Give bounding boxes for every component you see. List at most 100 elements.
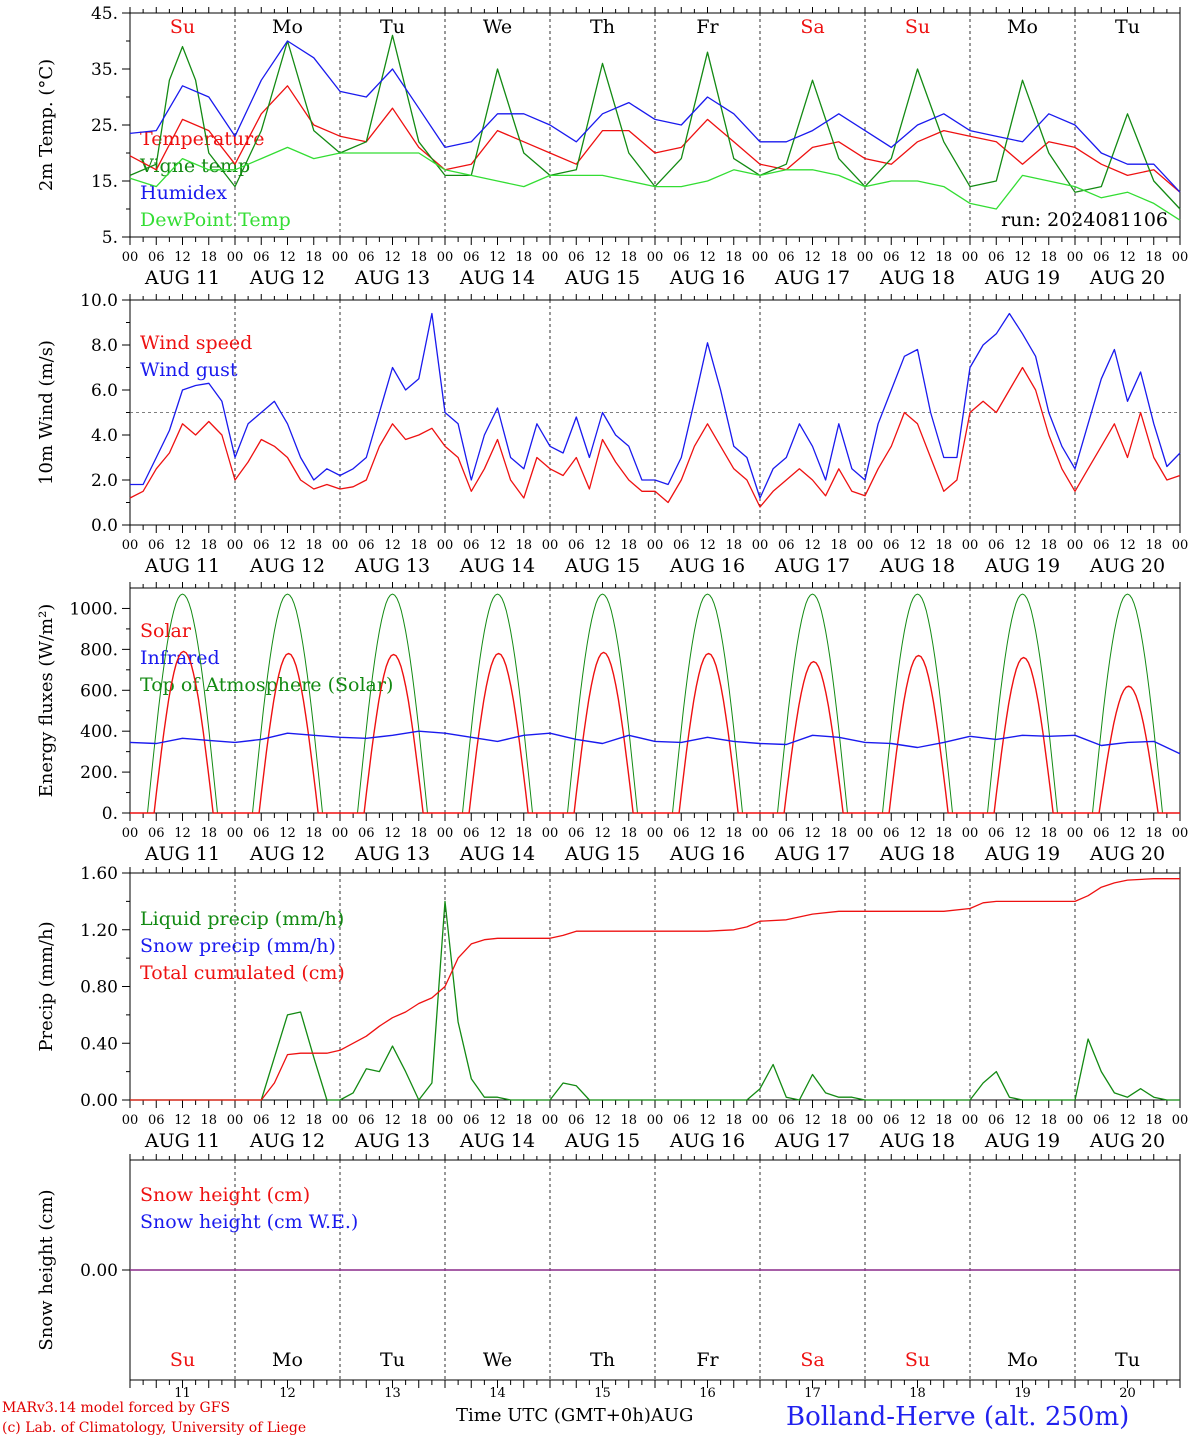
hour-label: 06	[463, 826, 480, 841]
date-label: AUG 14	[459, 555, 535, 577]
legend-entry: Snow height (cm W.E.)	[140, 1211, 358, 1233]
date-label: AUG 17	[774, 267, 850, 289]
hour-label: 18	[305, 250, 322, 265]
hour-label: 12	[384, 538, 401, 553]
hour-label: 18	[935, 826, 952, 841]
hour-label: 18	[725, 1113, 742, 1128]
hour-label: 12	[1014, 538, 1031, 553]
series-line	[130, 878, 1180, 1101]
series-line	[129, 34, 1181, 210]
y-tick-label: 45.	[91, 4, 118, 24]
hour-label: 12	[909, 826, 926, 841]
hour-label: 18	[305, 826, 322, 841]
plot-frame	[129, 12, 1181, 238]
hour-label: 00	[1067, 538, 1084, 553]
date-label: AUG 17	[774, 555, 850, 577]
series-line	[129, 146, 1181, 221]
legend-entry: Vigne temp	[139, 155, 250, 177]
legend-entry: Wind gust	[140, 359, 238, 381]
date-label: AUG 11	[144, 843, 220, 865]
hour-label: 18	[1040, 826, 1057, 841]
hour-label: 06	[358, 1113, 375, 1128]
hour-label: 06	[253, 538, 270, 553]
legend-entry: Snow height (cm)	[140, 1184, 310, 1206]
hour-label: 00	[227, 1113, 244, 1128]
hour-label: 12	[489, 1113, 506, 1128]
hour-label: 12	[699, 1113, 716, 1128]
hour-label: 00	[437, 1113, 454, 1128]
hour-label: 18	[725, 826, 742, 841]
hour-label: 18	[620, 538, 637, 553]
hour-label: 12	[1014, 250, 1031, 265]
hour-label: 00	[857, 1113, 874, 1128]
date-label: AUG 20	[1089, 1130, 1165, 1152]
plot-frame	[129, 587, 1181, 814]
hour-label: 00	[332, 250, 349, 265]
run-annotation: run: 2024081106	[1001, 209, 1168, 231]
toa-solar-arc	[1090, 593, 1165, 814]
hour-label: 06	[778, 250, 795, 265]
day-name: Sa	[800, 16, 824, 38]
date-label: AUG 14	[459, 267, 535, 289]
hour-label: 06	[673, 250, 690, 265]
hour-label: 12	[174, 250, 191, 265]
y-tick-label: 0.80	[80, 978, 118, 998]
y-tick-label: 0.00	[80, 1261, 118, 1281]
date-label: AUG 18	[879, 555, 955, 577]
day-number: 18	[909, 1386, 926, 1401]
y-tick-label: 2.0	[91, 471, 118, 491]
hour-label: 06	[253, 250, 270, 265]
hour-label: 06	[673, 1113, 690, 1128]
day-name: Su	[170, 16, 195, 38]
hour-label: 00	[1172, 1113, 1189, 1128]
hour-label: 06	[568, 538, 585, 553]
hour-label: 00	[962, 1113, 979, 1128]
day-name-bottom: Tu	[1115, 1349, 1140, 1371]
hour-label: 18	[410, 1113, 427, 1128]
day-number: 12	[279, 1386, 296, 1401]
hour-label: 12	[174, 538, 191, 553]
y-axis-label: Snow height (cm)	[36, 1189, 57, 1350]
day-name: Su	[905, 16, 930, 38]
hour-label: 00	[752, 250, 769, 265]
day-number: 19	[1014, 1386, 1031, 1401]
day-number: 20	[1119, 1386, 1136, 1401]
hour-label: 00	[752, 826, 769, 841]
date-label: AUG 12	[249, 555, 325, 577]
hour-label: 00	[227, 250, 244, 265]
lab-credit: (c) Lab. of Climatology, University of L…	[2, 1420, 307, 1436]
hour-label: 12	[804, 1113, 821, 1128]
hour-label: 18	[1040, 538, 1057, 553]
hour-label: 18	[620, 1113, 637, 1128]
y-tick-label: 200.	[80, 763, 118, 783]
y-tick-label: 6.0	[91, 381, 118, 401]
legend-entry: Solar	[140, 620, 192, 642]
hour-label: 06	[148, 1113, 165, 1128]
hour-label: 18	[620, 250, 637, 265]
y-tick-label: 0.40	[80, 1034, 118, 1054]
date-label: AUG 17	[774, 1130, 850, 1152]
hour-label: 18	[1145, 250, 1162, 265]
day-name-bottom: Su	[170, 1349, 195, 1371]
hour-label: 00	[962, 826, 979, 841]
hour-label: 18	[200, 826, 217, 841]
hour-label: 12	[384, 250, 401, 265]
hour-label: 12	[174, 1113, 191, 1128]
day-name-bottom: Mo	[272, 1349, 303, 1371]
hour-label: 12	[594, 1113, 611, 1128]
day-name: Tu	[1115, 16, 1140, 38]
hour-label: 06	[883, 250, 900, 265]
hour-label: 18	[515, 250, 532, 265]
solar-line	[130, 650, 1180, 814]
hour-label: 00	[122, 1113, 139, 1128]
toa-solar-arc	[880, 593, 955, 814]
hour-label: 06	[253, 1113, 270, 1128]
day-number: 17	[804, 1386, 821, 1401]
hour-label: 06	[883, 1113, 900, 1128]
toa-solar-arc	[250, 593, 325, 814]
hour-label: 18	[410, 538, 427, 553]
day-name-bottom: Th	[590, 1349, 615, 1371]
day-number: 11	[174, 1386, 191, 1401]
hour-label: 06	[778, 1113, 795, 1128]
